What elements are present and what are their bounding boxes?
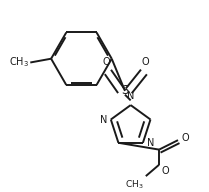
Text: CH$_3$: CH$_3$	[9, 56, 29, 69]
Text: CH$_3$: CH$_3$	[125, 179, 144, 191]
Text: N: N	[127, 91, 134, 101]
Text: S: S	[121, 84, 129, 97]
Text: O: O	[182, 133, 189, 143]
Text: O: O	[162, 166, 169, 176]
Text: N: N	[100, 114, 107, 124]
Text: O: O	[142, 57, 150, 67]
Text: O: O	[102, 57, 110, 67]
Text: N: N	[147, 138, 154, 148]
